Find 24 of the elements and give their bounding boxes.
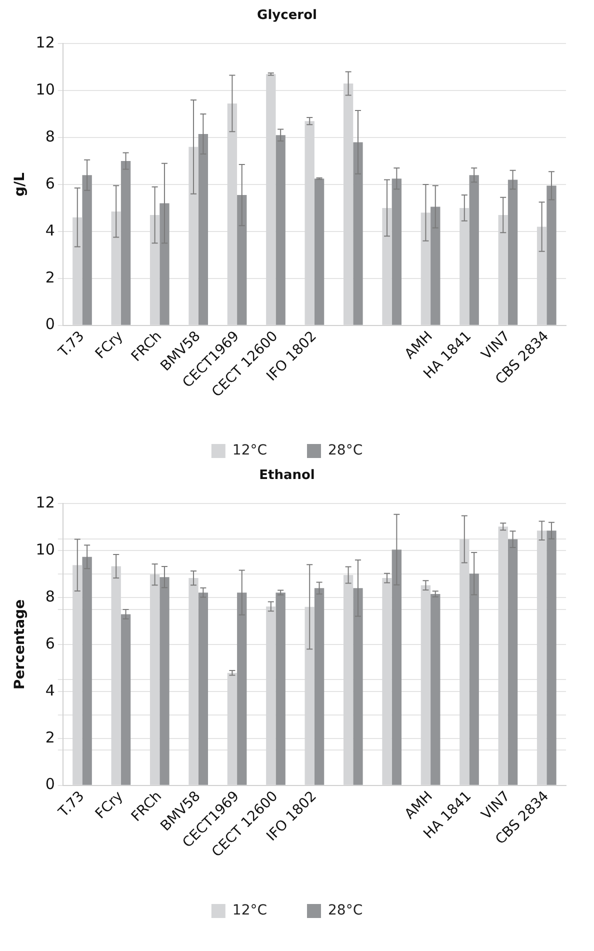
- y-tick-label: 4: [45, 221, 55, 240]
- legend-label: 12°C: [232, 442, 268, 459]
- y-tick-label: 6: [45, 174, 55, 192]
- y-axis-title: Percentage: [12, 599, 28, 690]
- legend-label: 28°C: [328, 902, 363, 919]
- x-tick-label: T.73: [55, 328, 88, 362]
- y-tick-label: 12: [36, 493, 55, 512]
- y-tick-label: 2: [45, 728, 55, 746]
- x-tick-label: T.73: [55, 788, 88, 822]
- legend-label: 12°C: [232, 902, 268, 919]
- y-tick-label: 10: [36, 540, 55, 558]
- chart-title: Glycerol: [257, 8, 317, 24]
- y-tick-label: 4: [45, 681, 55, 700]
- y-tick-label: 10: [36, 80, 55, 98]
- y-tick-label: 6: [45, 634, 55, 652]
- y-tick-label: 0: [45, 315, 55, 334]
- y-axis-title: g/L: [12, 172, 28, 197]
- y-tick-label: 0: [45, 775, 55, 794]
- chart-title: Ethanol: [259, 468, 315, 484]
- legend-label: 28°C: [328, 442, 363, 459]
- y-tick-label: 8: [45, 127, 55, 146]
- y-tick-label: 12: [36, 33, 55, 52]
- y-tick-label: 8: [45, 587, 55, 606]
- y-tick-label: 2: [45, 268, 55, 286]
